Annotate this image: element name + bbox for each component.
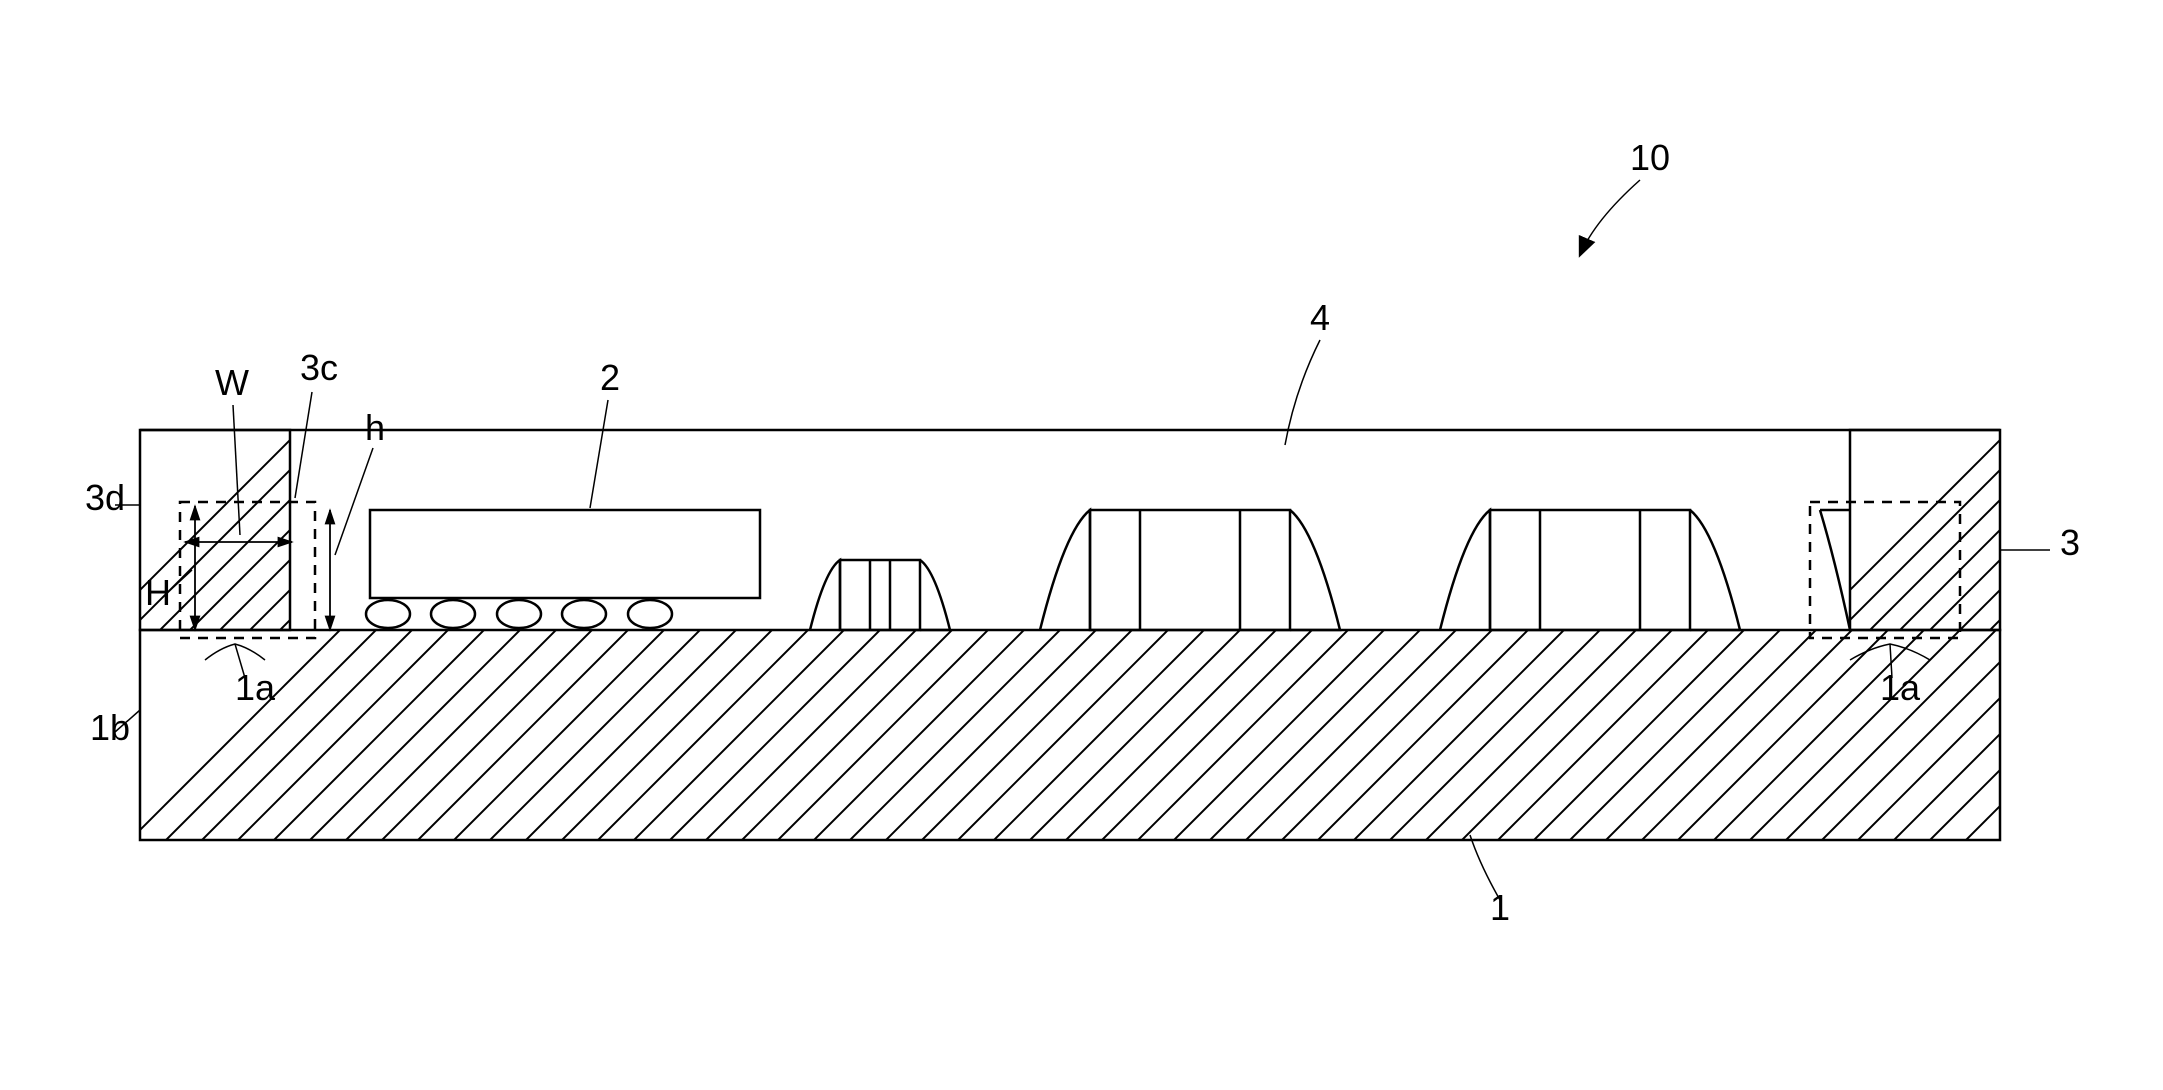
label-w: W	[215, 362, 249, 403]
leader-small-h	[335, 448, 373, 555]
technical-diagram: 10 4 3 2 1 1a 1a 1b 3c 3d W H h	[40, 40, 2163, 1050]
leader-10	[1580, 180, 1640, 255]
substrate	[140, 630, 2000, 840]
dashed-region-left	[180, 502, 315, 638]
label-4: 4	[1310, 297, 1330, 338]
label-small-h: h	[365, 407, 385, 448]
leader-2	[590, 400, 608, 508]
component-small	[810, 560, 950, 630]
leader-3c	[295, 392, 312, 498]
label-3d: 3d	[85, 477, 125, 518]
label-10: 10	[1630, 137, 1670, 178]
chip-2	[370, 510, 760, 598]
label-3c: 3c	[300, 347, 338, 388]
label-1: 1	[1490, 887, 1510, 928]
label-1b: 1b	[90, 707, 130, 748]
leader-w	[233, 405, 240, 535]
label-3: 3	[2060, 522, 2080, 563]
dashed-region-right	[1810, 502, 1960, 638]
solder-balls	[366, 600, 672, 628]
substrate-hatching	[100, 610, 2163, 870]
component-big-2	[1440, 510, 1740, 630]
label-1a-left: 1a	[235, 667, 276, 708]
label-big-h: H	[145, 572, 171, 613]
diagram-svg: 10 4 3 2 1 1a 1a 1b 3c 3d W H h	[40, 40, 2163, 1050]
component-big-1	[1040, 510, 1340, 630]
label-1a-right: 1a	[1880, 667, 1921, 708]
frame-right	[1850, 430, 2000, 630]
right-fillet	[1820, 510, 1850, 630]
label-2: 2	[600, 357, 620, 398]
